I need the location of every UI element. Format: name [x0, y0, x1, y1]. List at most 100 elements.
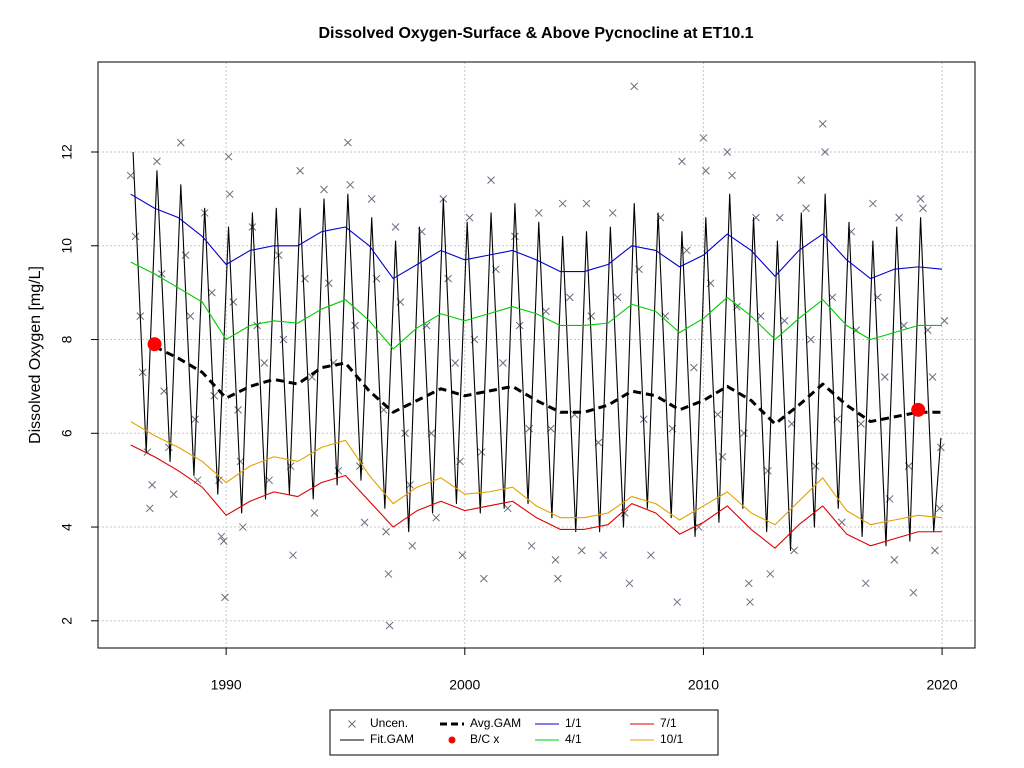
line: [130, 193, 943, 280]
point: [558, 199, 567, 208]
point: [869, 199, 877, 208]
point: [582, 199, 591, 208]
point: [234, 405, 242, 414]
line: [153, 345, 943, 426]
point: [344, 138, 352, 147]
point: [678, 157, 686, 166]
point: [324, 279, 333, 288]
point: [909, 588, 918, 597]
point: [861, 579, 870, 588]
point: [296, 166, 304, 175]
point: [465, 213, 474, 222]
legend-label: B/C x: [470, 732, 499, 746]
point: [191, 415, 199, 424]
line: [130, 261, 943, 350]
point: [408, 541, 417, 550]
point: [515, 321, 524, 330]
point: [937, 443, 945, 452]
point: [766, 570, 775, 578]
point: [239, 523, 247, 531]
point: [219, 537, 228, 545]
y-tick-label: 4: [59, 523, 75, 531]
point: [551, 556, 560, 564]
point: [147, 337, 162, 352]
point: [444, 274, 452, 283]
legend: Uncen. Fit.GAM Avg.GAM B/C x 1/1 4/1 7/1 10/1: [329, 709, 719, 756]
line: [132, 151, 942, 552]
point: [780, 316, 789, 325]
point: [148, 481, 157, 489]
point: [351, 321, 359, 330]
point: [821, 148, 829, 156]
point: [728, 171, 736, 180]
point: [145, 504, 154, 513]
point: [764, 466, 772, 475]
point: [690, 363, 698, 372]
legend-symbol: [448, 736, 456, 744]
point: [210, 391, 219, 400]
x-tick-label: 2020: [926, 677, 957, 693]
point: [935, 504, 944, 513]
y-tick-label: 6: [59, 429, 75, 437]
point: [802, 204, 810, 213]
x-tick-label: 2000: [449, 677, 480, 693]
point: [367, 195, 376, 203]
point: [301, 274, 309, 283]
point: [176, 138, 185, 147]
point: [503, 504, 512, 513]
chart-title: Dissolved Oxygen-Surface & Above Pycnocl…: [318, 25, 753, 42]
point: [890, 556, 899, 564]
point: [746, 598, 754, 606]
y-tick-label: 8: [59, 335, 75, 343]
point: [880, 373, 889, 381]
point: [391, 223, 400, 231]
plot-frame: [97, 61, 976, 649]
point: [625, 579, 634, 588]
point: [477, 448, 486, 456]
point: [207, 288, 216, 297]
point: [673, 598, 682, 606]
point: [806, 335, 815, 344]
point: [744, 579, 753, 588]
point: [857, 420, 865, 428]
y-axis-label: Dissolved Oxygen [mg/L]: [27, 266, 44, 444]
point: [911, 402, 926, 417]
line: [130, 444, 943, 549]
point: [916, 195, 925, 203]
point: [480, 574, 488, 583]
point: [895, 213, 903, 222]
point: [487, 176, 495, 184]
point: [499, 359, 507, 367]
point: [811, 462, 820, 470]
point: [131, 232, 140, 241]
point: [310, 509, 319, 517]
point: [694, 523, 703, 531]
point: [554, 574, 562, 583]
point: [699, 134, 708, 142]
x-tick-label: 1990: [211, 677, 242, 693]
point: [837, 518, 846, 527]
point: [186, 312, 195, 320]
point: [289, 551, 297, 560]
point: [511, 232, 519, 241]
point: [542, 307, 550, 316]
point: [608, 209, 617, 217]
point: [401, 429, 409, 438]
point: [458, 551, 467, 560]
point: [756, 312, 765, 320]
legend-label: 4/1: [565, 732, 582, 746]
point: [818, 120, 827, 128]
y-tick-label: 10: [59, 238, 75, 254]
point: [236, 457, 245, 466]
point: [682, 246, 691, 255]
legend-label: 10/1: [660, 732, 684, 746]
legend-label: Avg.GAM: [470, 716, 521, 730]
point: [797, 176, 806, 184]
point: [169, 490, 178, 499]
point: [919, 204, 927, 213]
point: [740, 429, 748, 438]
point: [153, 157, 161, 166]
point: [224, 152, 233, 161]
point: [217, 532, 226, 541]
x-tick-label: 2010: [688, 677, 719, 693]
